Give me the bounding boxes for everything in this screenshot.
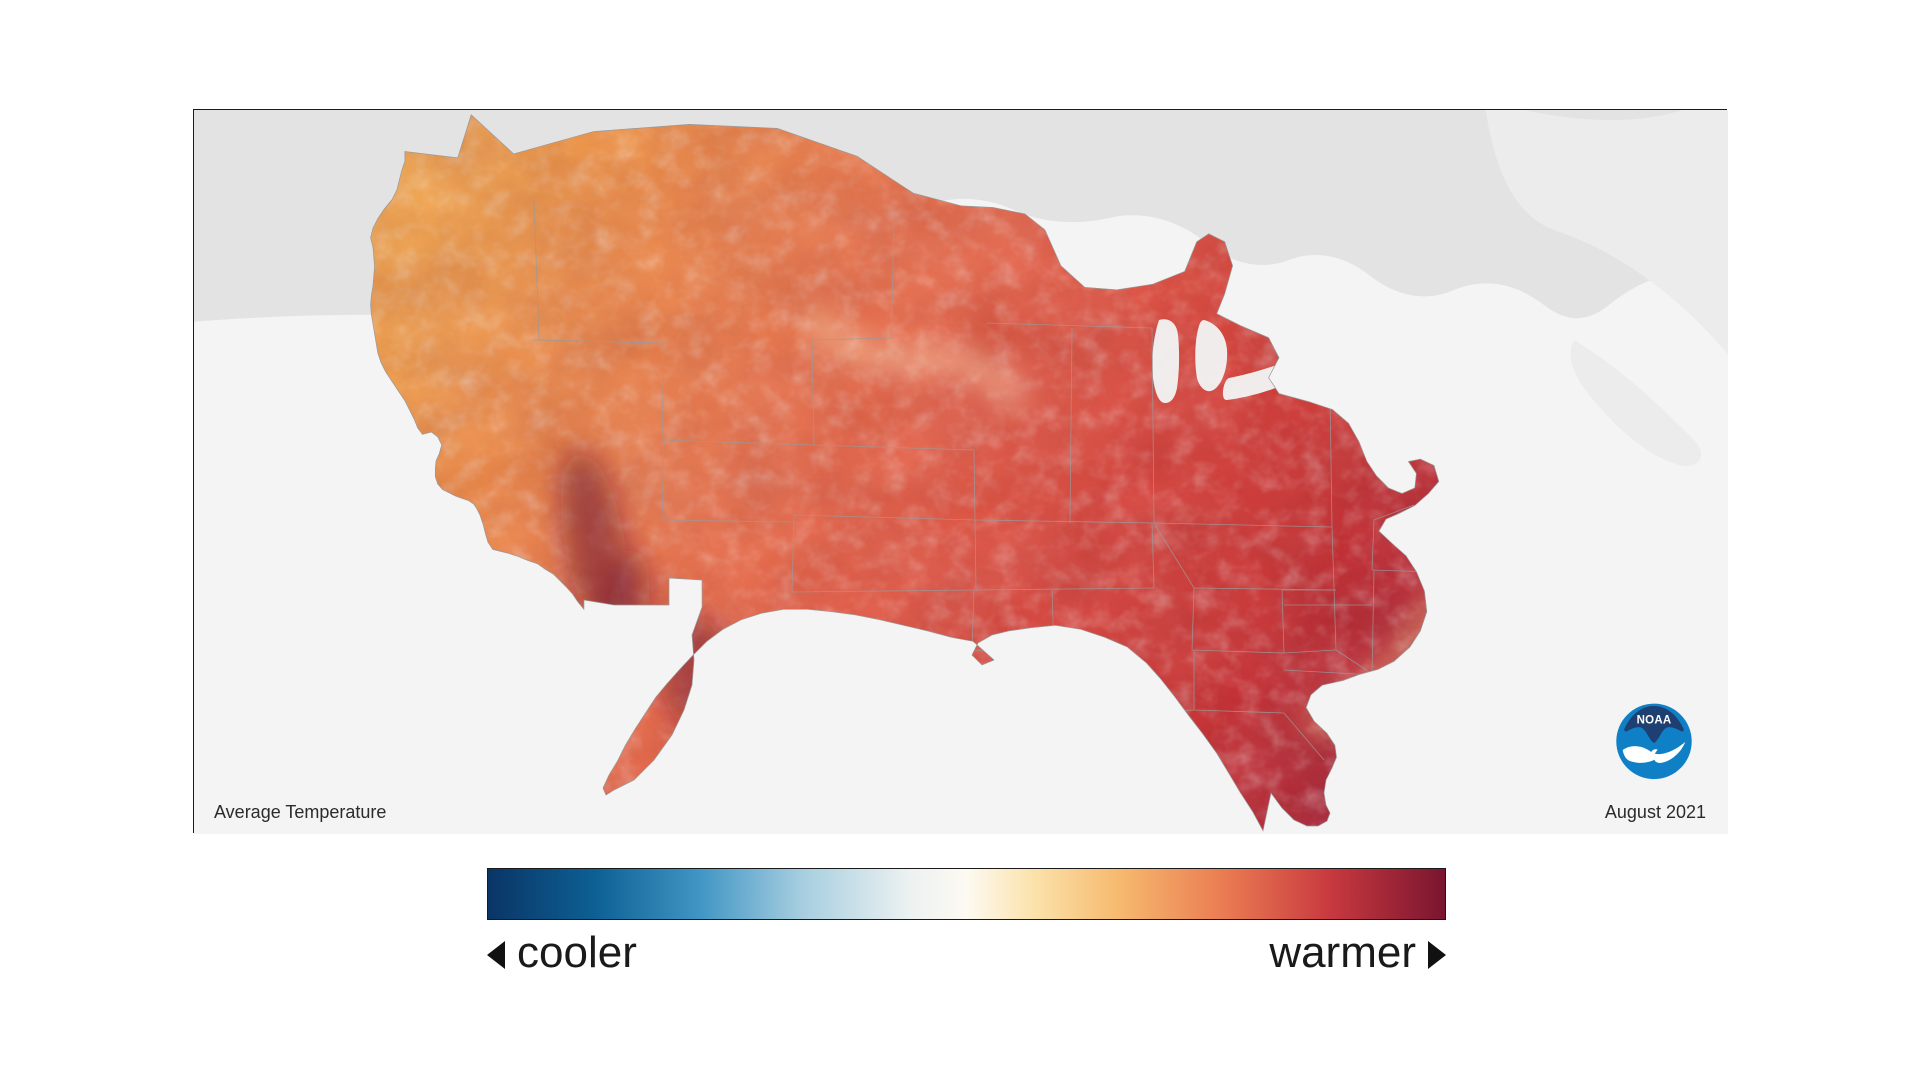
svg-text:NOAA: NOAA — [1637, 714, 1672, 726]
